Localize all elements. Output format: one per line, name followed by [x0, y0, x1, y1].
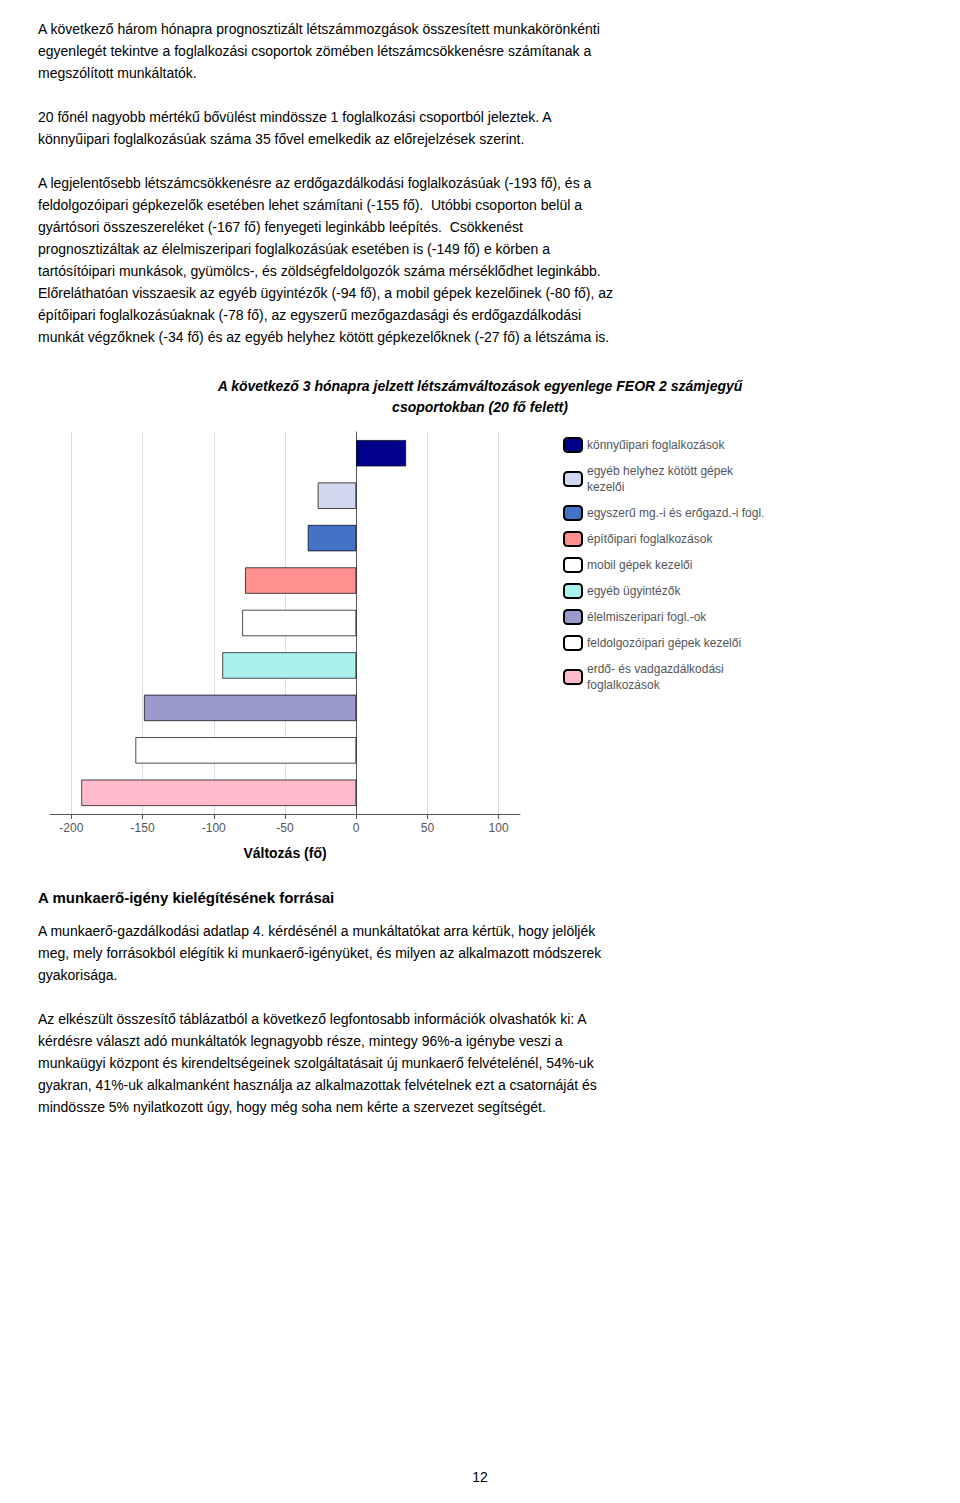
svg-text:-100: -100	[202, 821, 226, 835]
svg-text:100: 100	[489, 821, 509, 835]
html-text:munkaügyi központ és kirendelt: munkaügyi központ és kirendeltségeinek s…	[38, 1055, 594, 1071]
html-text:feldolgozóipari gépkezelők ese: feldolgozóipari gépkezelők esetében lehe…	[38, 197, 582, 213]
svg-text:könnyűipari foglalkozások: könnyűipari foglalkozások	[587, 438, 725, 452]
svg-text:feldolgozóipari gépek kezelői: feldolgozóipari gépek kezelői	[587, 636, 741, 650]
svg-text:építőipari foglalkozások: építőipari foglalkozások	[587, 532, 713, 546]
html-text:kérdésre választ adó munkáltat: kérdésre választ adó munkáltatók legnagy…	[38, 1033, 563, 1049]
html-text:Az elkészült összesítő tábláza: Az elkészült összesítő táblázatból a köv…	[38, 1011, 587, 1027]
html-text:megszólított munkáltatók.: megszólított munkáltatók.	[38, 65, 197, 81]
html-text:munkát végzőknek (-34 fő) és a: munkát végzőknek (-34 fő) és az egyéb he…	[38, 329, 610, 345]
svg-text:egyéb ügyintézők: egyéb ügyintézők	[587, 584, 681, 598]
svg-text:egyszerű mg.-i és erőgazd.-i f: egyszerű mg.-i és erőgazd.-i fogl.	[587, 506, 764, 520]
svg-text:egyéb helyhez kötött gépek: egyéb helyhez kötött gépek	[587, 464, 734, 478]
html-text:gyártósori összeszereléket (-1: gyártósori összeszereléket (-167 fő) fen…	[38, 219, 523, 235]
html-text:Előreláthatóan visszaesik az e: Előreláthatóan visszaesik az egyéb ügyin…	[38, 285, 614, 301]
svg-text:0: 0	[353, 821, 360, 835]
html-text:A munkaerő-gazdálkodási adatla: A munkaerő-gazdálkodási adatlap 4. kérdé…	[38, 923, 596, 939]
html-text:gyakran, 41%-uk alkalmanként h: gyakran, 41%-uk alkalmanként használja a…	[38, 1077, 597, 1093]
svg-text:kezelői: kezelői	[587, 480, 624, 494]
html-text:egyenlegét tekintve a foglalko: egyenlegét tekintve a foglalkozási csopo…	[38, 43, 592, 59]
html-text:gyakorisága.: gyakorisága.	[38, 967, 118, 983]
svg-text:élelmiszeripari fogl.-ok: élelmiszeripari fogl.-ok	[587, 610, 707, 624]
html-text:A legjelentősebb létszámcsökke: A legjelentősebb létszámcsökkenésre az e…	[38, 175, 592, 191]
html-text:A munkaerő-igény kielégítéséne: A munkaerő-igény kielégítésének forrásai	[38, 889, 335, 906]
html-text:A következő három hónapra prog: A következő három hónapra prognosztizált…	[38, 21, 600, 37]
svg-text:Változás (fő): Változás (fő)	[243, 845, 326, 861]
html-text:építőipari foglalkozásúaknak (: építőipari foglalkozásúaknak (-78 fő), a…	[38, 307, 582, 323]
svg-text:foglalkozások: foglalkozások	[587, 678, 661, 692]
html-text:meg, mely forrásokból elégítik: meg, mely forrásokból elégítik ki munkae…	[38, 945, 602, 961]
html-text:tartósítóipari munkások, gyümö: tartósítóipari munkások, gyümölcs-, és z…	[38, 263, 601, 279]
svg-text:A következő 3 hónapra jelzett: A következő 3 hónapra jelzett létszámvál…	[217, 378, 744, 394]
svg-text:csoportokban (20 fő felett): csoportokban (20 fő felett)	[392, 399, 568, 415]
html-text:20 főnél nagyobb mértékű bővül: 20 főnél nagyobb mértékű bővülést mindös…	[38, 109, 552, 125]
svg-text:mobil gépek kezelői: mobil gépek kezelői	[587, 558, 692, 572]
html-text:prognosztizáltak az élelmiszer: prognosztizáltak az élelmiszeripari fogl…	[38, 241, 550, 257]
svg-text:erdő- és vadgazdálkodási: erdő- és vadgazdálkodási	[587, 662, 724, 676]
html-text:mindössze 5% nyilatkozott úgy,: mindössze 5% nyilatkozott úgy, hogy még …	[38, 1099, 546, 1115]
svg-text:50: 50	[421, 821, 435, 835]
svg-text:-50: -50	[276, 821, 294, 835]
html-text:könnyűipari foglalkozásúak szá: könnyűipari foglalkozásúak száma 35 főve…	[38, 131, 525, 147]
svg-text:-150: -150	[131, 821, 155, 835]
svg-text:-200: -200	[59, 821, 83, 835]
html-text:12: 12	[472, 1469, 488, 1485]
